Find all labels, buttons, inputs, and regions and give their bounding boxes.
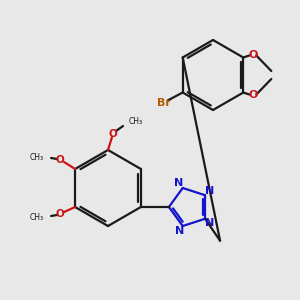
Text: O: O (56, 155, 64, 165)
Text: O: O (56, 209, 64, 219)
Text: CH₃: CH₃ (30, 154, 44, 163)
Text: N: N (174, 178, 183, 188)
Text: N: N (206, 186, 215, 196)
Text: O: O (109, 129, 117, 139)
Text: Br: Br (157, 98, 171, 109)
Text: N: N (206, 218, 215, 228)
Text: CH₃: CH₃ (129, 116, 143, 125)
Text: O: O (249, 91, 258, 100)
Text: N: N (175, 226, 184, 236)
Text: O: O (249, 50, 258, 59)
Text: CH₃: CH₃ (30, 212, 44, 221)
